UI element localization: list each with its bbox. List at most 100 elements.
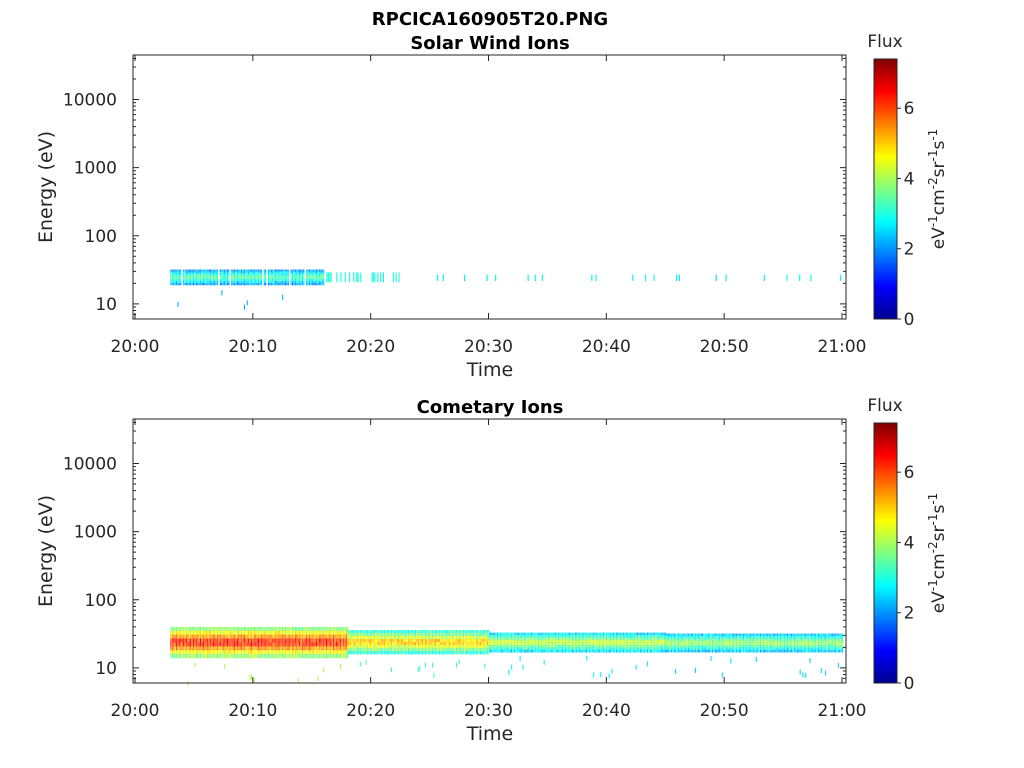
heatmap-cell xyxy=(456,651,458,655)
heatmap-cell xyxy=(323,281,325,284)
heatmap-cell xyxy=(603,644,605,648)
heatmap-cell xyxy=(241,279,243,282)
heatmap-cell xyxy=(727,647,729,651)
heatmap-cell xyxy=(294,269,296,272)
heatmap-cell xyxy=(252,279,254,282)
heatmap-cell xyxy=(317,630,319,636)
heatmap-cell xyxy=(229,646,231,651)
heatmap-cell xyxy=(546,642,548,646)
heatmap-cell xyxy=(195,283,197,286)
heatmap-cell xyxy=(696,633,698,637)
heatmap-cell xyxy=(345,650,347,655)
heatmap-cell xyxy=(395,630,397,634)
heatmap-cell xyxy=(385,633,387,637)
heatmap-cell xyxy=(799,645,801,648)
heatmap-cell xyxy=(509,647,511,651)
heatmap-cell xyxy=(778,640,780,644)
heatmap-cell xyxy=(761,635,763,639)
heatmap-cell xyxy=(497,649,499,653)
heatmap-cell xyxy=(275,281,277,284)
heatmap-cell xyxy=(771,647,773,651)
heatmap-cell xyxy=(382,633,384,637)
heatmap-cell xyxy=(593,642,595,646)
heatmap-cell xyxy=(444,636,446,640)
heatmap-cell xyxy=(243,654,245,659)
heatmap-cell xyxy=(593,647,595,651)
heatmap-cell xyxy=(259,630,261,636)
heatmap-cell xyxy=(325,642,327,647)
heatmap-cell xyxy=(263,271,265,274)
heatmap-cell xyxy=(612,635,614,638)
heatmap-cell xyxy=(211,273,213,276)
heatmap-cell xyxy=(212,277,214,280)
heatmap-cell xyxy=(768,649,770,653)
heatmap-cell xyxy=(529,635,531,638)
heatmap-cell xyxy=(334,638,336,643)
heatmap-cell xyxy=(224,626,226,632)
heatmap-cell xyxy=(562,649,564,653)
heatmap-cell xyxy=(342,626,344,632)
heatmap-cell xyxy=(417,645,419,649)
heatmap-cell xyxy=(639,635,641,638)
heatmap-cell xyxy=(775,642,777,646)
heatmap-cell xyxy=(571,649,573,653)
heatmap-cell xyxy=(205,634,207,639)
heatmap-cell xyxy=(784,642,786,646)
heatmap-cell xyxy=(195,642,197,647)
heatmap-cell xyxy=(265,630,267,636)
heatmap-cell xyxy=(258,281,260,284)
heatmap-cell xyxy=(410,651,412,655)
heatmap-cell xyxy=(246,277,248,280)
heatmap-cell xyxy=(458,630,460,634)
heatmap-cell xyxy=(239,283,241,286)
heatmap-cell xyxy=(303,269,305,272)
heatmap-cell xyxy=(410,630,412,634)
heatmap-cell xyxy=(245,283,247,286)
heatmap-cell xyxy=(641,635,643,638)
heatmap-cell xyxy=(300,283,302,286)
heatmap-cell xyxy=(188,638,190,643)
heatmap-cell xyxy=(239,271,241,274)
heatmap-cell xyxy=(412,633,414,637)
heatmap-cell xyxy=(652,639,654,643)
heatmap-cell xyxy=(774,647,776,651)
heatmap-cell xyxy=(631,647,633,651)
heatmap-cell xyxy=(644,639,646,643)
heatmap-cell xyxy=(336,273,338,276)
heatmap-cell xyxy=(171,273,173,276)
heatmap-cell xyxy=(357,651,359,655)
heatmap-cell xyxy=(762,640,764,644)
heatmap-cell xyxy=(497,647,499,651)
heatmap-cell xyxy=(321,642,323,647)
heatmap-cell xyxy=(267,642,269,647)
heatmap-cell xyxy=(521,647,523,651)
heatmap-cell xyxy=(786,645,788,648)
heatmap-cell xyxy=(443,633,445,637)
heatmap-cell xyxy=(190,269,192,272)
heatmap-cell xyxy=(802,640,804,644)
heatmap-cell xyxy=(595,275,597,277)
heatmap-cell xyxy=(678,640,680,644)
heatmap-cell xyxy=(221,279,223,282)
heatmap-cell xyxy=(611,647,613,651)
heatmap-cell xyxy=(468,630,470,634)
heatmap-cell xyxy=(439,645,441,649)
heatmap-cell xyxy=(512,635,514,638)
heatmap-cell xyxy=(567,637,569,641)
heatmap-cell xyxy=(256,281,258,284)
heatmap-cell xyxy=(540,642,542,646)
heatmap-cell xyxy=(761,640,763,644)
heatmap-cell xyxy=(197,626,199,632)
heatmap-cell xyxy=(465,630,467,634)
heatmap-cell xyxy=(730,645,732,648)
heatmap-cell xyxy=(738,642,740,646)
heatmap-cell xyxy=(437,642,439,646)
heatmap-cell xyxy=(317,281,319,284)
heatmap-cell xyxy=(290,283,292,286)
heatmap-cell xyxy=(514,642,516,646)
heatmap-cell xyxy=(426,645,428,649)
cometary-panel: Cometary Ions 20:00 20:10 20:20 20:30 20:40 2… xyxy=(35,396,949,745)
heatmap-cell xyxy=(624,632,626,636)
heatmap-cell xyxy=(704,633,706,637)
heatmap-cell xyxy=(670,645,672,648)
